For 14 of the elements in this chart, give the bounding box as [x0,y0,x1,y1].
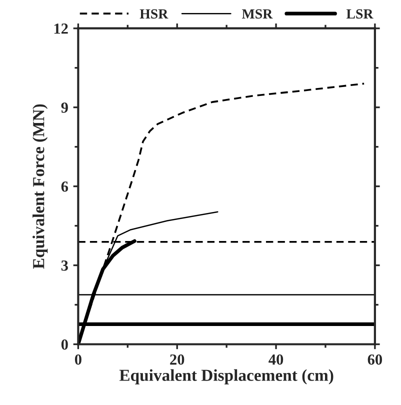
x-tick-label: 20 [170,354,184,365]
legend-label: HSR [140,9,168,19]
y-tick-label: 3 [61,260,68,271]
x-axis-title: Equivalent Displacement (cm) [119,369,334,384]
x-tick-label: 60 [368,354,382,365]
y-tick-label: 0 [61,339,68,350]
y-axis-title: Equivalent Force (MN) [32,104,48,269]
legend-label: MSR [242,9,273,19]
y-tick-label: 9 [61,102,68,113]
legend-label: LSR [346,9,374,19]
x-tick-label: 0 [74,354,82,365]
y-tick-label: 12 [54,24,68,34]
x-tick-label: 40 [268,354,284,365]
y-tick-label: 6 [61,181,68,192]
